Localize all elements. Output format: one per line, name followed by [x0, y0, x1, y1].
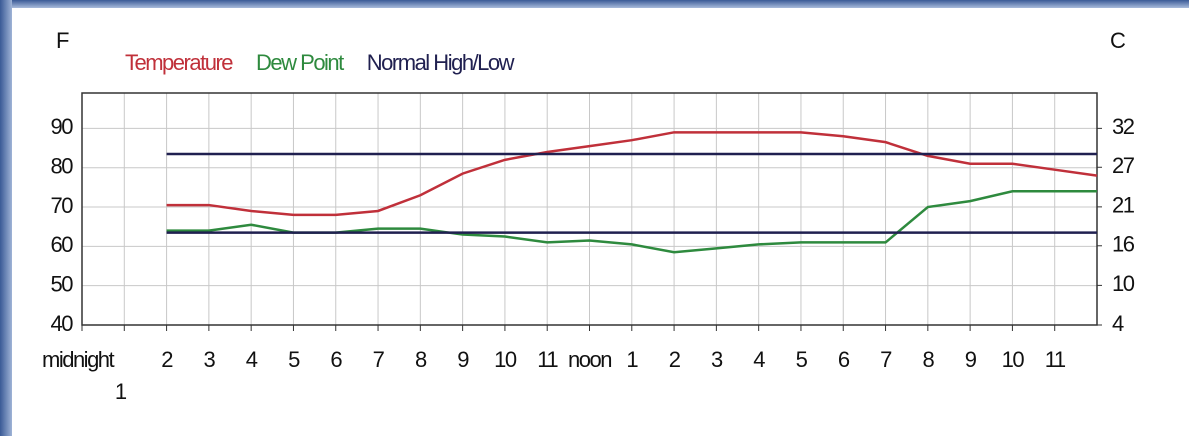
y-tick-label: 50: [51, 271, 74, 296]
plot-frame: [81, 92, 1098, 326]
x-tick-label: 2: [161, 347, 173, 372]
y2-axis-label: C: [1110, 28, 1126, 53]
x-tick-label: 8: [922, 347, 934, 372]
x-tick-label: 4: [246, 347, 258, 372]
y-axis-label: F: [56, 28, 69, 53]
x-tick-label: noon: [568, 347, 611, 372]
x-tick-label: 3: [711, 347, 723, 372]
y-tick-label: 90: [51, 114, 74, 139]
x-tick-label: 7: [373, 347, 385, 372]
y2-tick-label: 16: [1112, 232, 1135, 257]
x-tick-label: 1: [626, 347, 638, 372]
y-tick-label: 70: [51, 193, 74, 218]
y2-tick-label: 10: [1112, 271, 1135, 296]
x-tick-label: 1: [115, 379, 127, 404]
legend-entry: Dew Point: [256, 50, 344, 75]
x-tick-label: 9: [457, 347, 469, 372]
y2-tick-label: 4: [1112, 311, 1124, 336]
x-tick-label: 10: [494, 347, 517, 372]
legend-entry: Temperature: [125, 50, 233, 75]
x-tick-label: 4: [753, 347, 765, 372]
x-tick-label: 5: [796, 347, 808, 372]
x-tick-label: 5: [288, 347, 300, 372]
x-tick-label: 7: [880, 347, 892, 372]
x-tick-label: 2: [669, 347, 681, 372]
x-tick-label: 6: [838, 347, 850, 372]
frame-top: [0, 0, 1189, 8]
x-tick-label: midnight: [42, 347, 115, 372]
legend-entry: Normal High/Low: [367, 50, 515, 75]
x-tick-label: 6: [330, 347, 342, 372]
x-tick-label: 8: [415, 347, 427, 372]
y-tick-label: 60: [51, 232, 74, 257]
frame-left: [0, 0, 12, 436]
y-tick-label: 40: [51, 311, 74, 336]
y2-tick-label: 27: [1112, 153, 1135, 178]
x-tick-label: 3: [204, 347, 216, 372]
y-tick-label: 80: [51, 154, 74, 179]
y2-tick-label: 21: [1112, 193, 1135, 218]
series-line: [166, 131, 1098, 217]
x-tick-label: 9: [965, 347, 977, 372]
x-tick-label: 10: [1002, 347, 1025, 372]
x-tick-label: 11: [537, 347, 558, 372]
y2-tick-label: 32: [1112, 114, 1135, 139]
x-tick-label: 11: [1045, 347, 1066, 372]
